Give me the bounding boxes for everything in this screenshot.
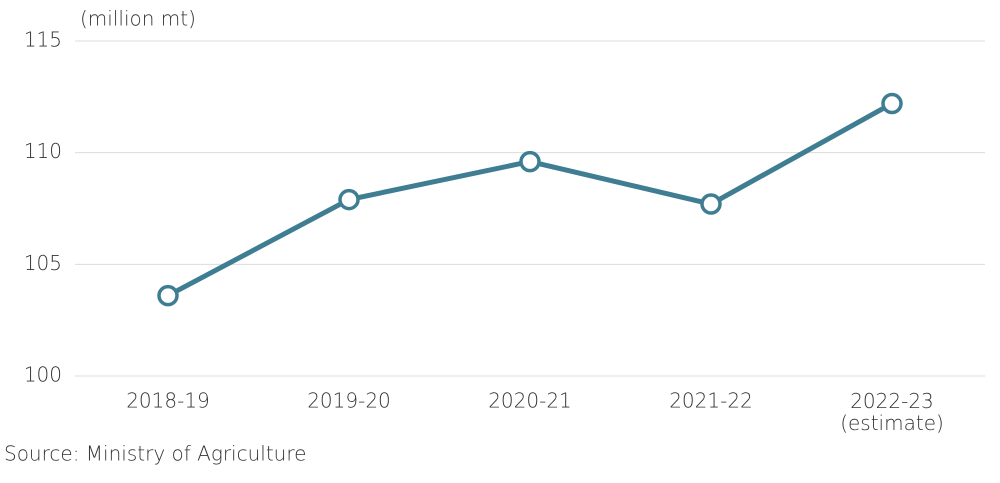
y-tick-label: 105: [24, 251, 62, 275]
y-tick-label: 115: [24, 28, 62, 52]
y-axis-unit: (million mt): [80, 7, 196, 31]
data-point: [338, 188, 360, 211]
x-tick-label: 2021-22: [669, 389, 753, 413]
source: Source: Ministry of Agriculture: [4, 442, 306, 466]
data-point: [881, 92, 903, 115]
data-point: [700, 193, 722, 215]
data-point: [519, 150, 541, 173]
y-tick-label: 100: [24, 363, 62, 387]
x-tick-label: 2019-20: [307, 389, 391, 413]
y-tick-label: 110: [24, 139, 62, 163]
x-tick-label: 2020-21: [488, 389, 572, 413]
data-point: [157, 284, 179, 307]
x-tick-label: 2022-23 (estimate): [840, 389, 944, 435]
data-line: [166, 101, 894, 298]
x-tick-label: 2018-19: [126, 389, 210, 413]
